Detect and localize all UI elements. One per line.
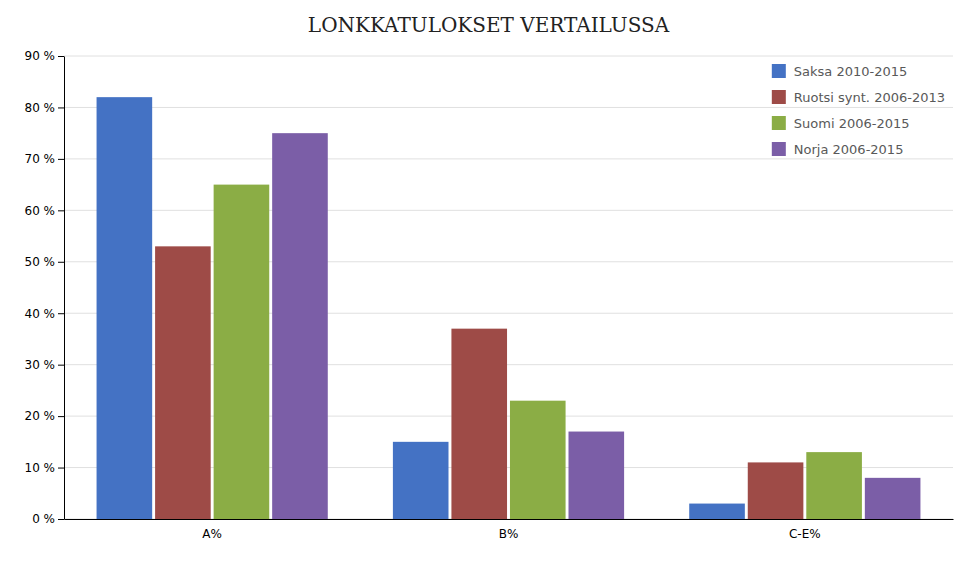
x-axis: A% B% C-E% (65, 520, 954, 541)
bar (748, 462, 804, 519)
bar (689, 504, 745, 519)
x-axis-line (65, 519, 954, 520)
chart-container: LONKKATULOKSET VERTAILUSSA 0 % 10 % 20 % 30 … (0, 0, 977, 563)
x-tick: C-E% (789, 527, 821, 541)
y-axis: 0 % 10 % 20 % 30 % 40 % 50 % 60 % 70 % 80 % 90 % (25, 49, 65, 526)
legend-swatch (772, 116, 786, 130)
y-tick-label: 60 % (25, 204, 56, 218)
y-tick-mark (58, 416, 64, 417)
y-tick-label: 0 % (32, 512, 55, 526)
bar (510, 401, 566, 519)
bar (272, 133, 328, 519)
y-tick: 10 % (25, 461, 65, 475)
y-tick: 50 % (25, 255, 65, 269)
title: LONKKATULOKSET VERTAILUSSA (308, 13, 670, 37)
y-tick-label: 30 % (25, 358, 56, 372)
y-tick: 0 % (32, 512, 64, 526)
legend-label: Suomi 2006-2015 (794, 116, 910, 131)
bar (97, 97, 153, 519)
x-tick-label: C-E% (789, 527, 821, 541)
bars (97, 97, 921, 519)
y-tick-label: 50 % (25, 255, 56, 269)
y-tick-label: 80 % (25, 101, 56, 115)
y-tick-mark (58, 262, 64, 263)
bar (214, 185, 270, 519)
y-tick-mark (58, 107, 64, 108)
x-tick-label: B% (499, 527, 519, 541)
y-tick-mark (58, 519, 64, 520)
plot-area: 0 % 10 % 20 % 30 % 40 % 50 % 60 % 70 % 80 % 90 % A… (25, 49, 954, 540)
legend-swatch (772, 64, 786, 78)
legend-item: Ruotsi synt. 2006-2013 (772, 90, 945, 105)
x-tick: A% (202, 527, 222, 541)
bar-series (97, 97, 745, 519)
chart-svg: LONKKATULOKSET VERTAILUSSA 0 % 10 % 20 % 30 … (0, 0, 977, 563)
y-tick-mark (58, 365, 64, 366)
y-tick-mark (58, 56, 64, 57)
legend: Saksa 2010-2015 Ruotsi synt. 2006-2013 Suo… (772, 64, 945, 157)
legend-item: Suomi 2006-2015 (772, 116, 910, 131)
y-tick: 90 % (25, 49, 65, 63)
bar-series (272, 133, 920, 519)
y-tick-mark (58, 159, 64, 160)
bar (865, 478, 921, 519)
y-tick-label: 10 % (25, 461, 56, 475)
y-tick: 30 % (25, 358, 65, 372)
y-tick-mark (58, 210, 64, 211)
legend-item: Norja 2006-2015 (772, 142, 904, 157)
y-tick-label: 40 % (25, 307, 56, 321)
y-tick: 20 % (25, 409, 65, 423)
y-tick-mark (58, 313, 64, 314)
y-tick-label: 90 % (25, 49, 56, 63)
bar (568, 432, 624, 519)
legend-swatch (772, 142, 786, 156)
bar (393, 442, 449, 519)
y-axis-line (64, 57, 65, 520)
legend-label: Saksa 2010-2015 (794, 64, 907, 79)
grid-line (64, 56, 953, 57)
x-tick-label: A% (202, 527, 222, 541)
legend-swatch (772, 90, 786, 104)
grid-line (64, 107, 953, 108)
bar (155, 246, 211, 519)
y-tick: 60 % (25, 204, 65, 218)
legend-label: Ruotsi synt. 2006-2013 (794, 90, 945, 105)
y-tick-mark (58, 468, 64, 469)
y-tick-label: 70 % (25, 152, 56, 166)
legend-label: Norja 2006-2015 (794, 142, 904, 157)
y-tick: 40 % (25, 307, 65, 321)
grid-line (64, 158, 953, 159)
x-tick: B% (499, 527, 519, 541)
y-tick: 70 % (25, 152, 65, 166)
bar (806, 452, 862, 519)
bar (451, 329, 507, 519)
grid-line (64, 210, 953, 211)
legend-item: Saksa 2010-2015 (772, 64, 907, 79)
y-tick-label: 20 % (25, 409, 56, 423)
y-tick: 80 % (25, 101, 65, 115)
grid (64, 56, 953, 519)
